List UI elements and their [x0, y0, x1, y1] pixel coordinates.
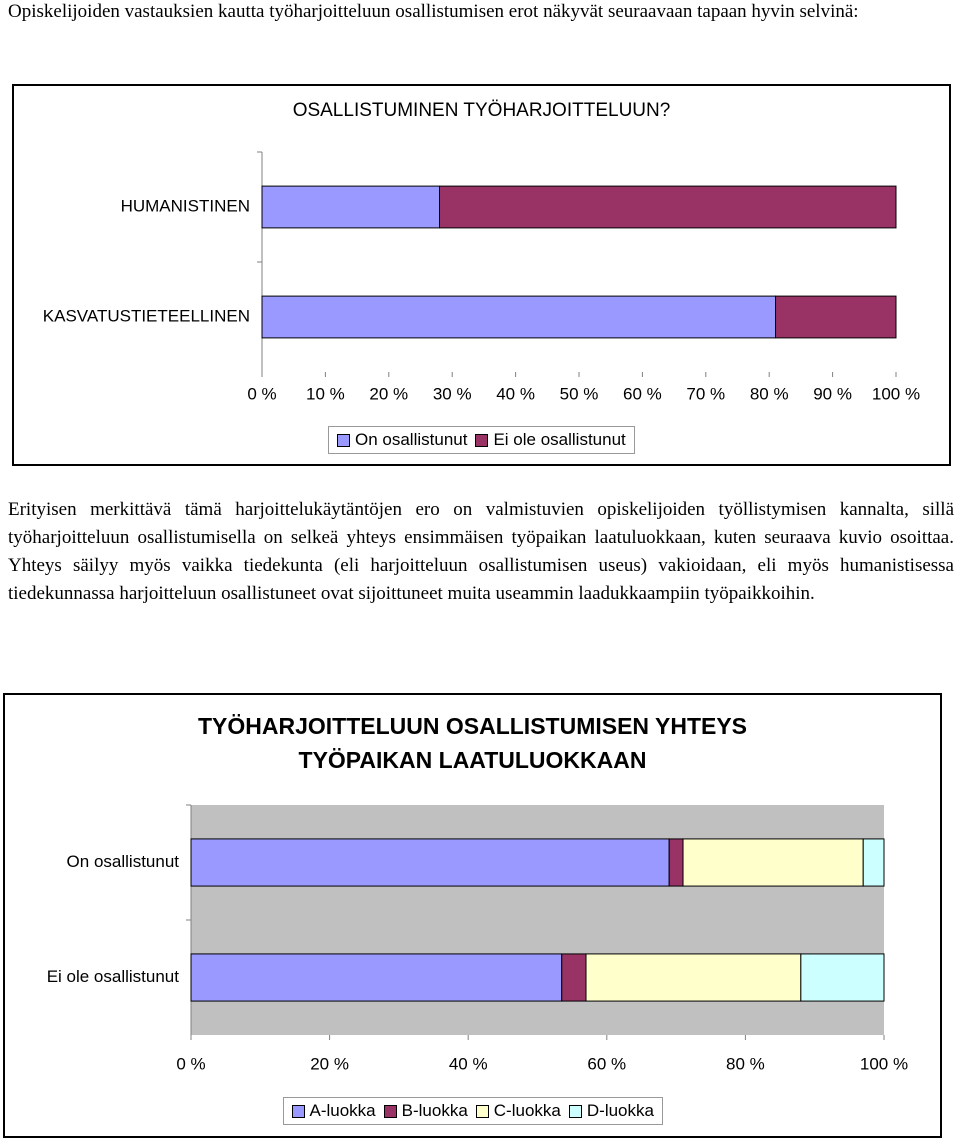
legend-swatch	[337, 433, 350, 447]
legend-label: Ei ole osallistunut	[493, 430, 626, 449]
paragraph: Erityisen merkittävä tämä harjoittelukäy…	[8, 499, 954, 604]
chart-title: TYÖHARJOITTELUUN OSALLISTUMISEN YHTEYS T…	[197, 713, 748, 773]
legend: On osallistunut Ei ole osallistunut	[328, 426, 635, 454]
legend-item: Ei ole osallistunut	[475, 430, 626, 450]
y-tick-label: On osallistunut	[67, 852, 180, 871]
chart: OSALLISTUMINEN TYÖHARJOITTELUUN? 0 % 10 %…	[12, 84, 951, 466]
x-tick-label: 20 %	[310, 1054, 349, 1073]
x-tick-label: 100 %	[872, 384, 920, 403]
legend-swatch	[475, 433, 489, 447]
legend-swatch	[475, 1104, 489, 1118]
plot: 0 % 20 % 40 % 60 % 80 % 100 % On osallistunut E…	[47, 804, 908, 1073]
x-tick-label: 100 %	[860, 1054, 908, 1073]
bar-segment	[190, 953, 563, 1002]
bar-segment	[261, 185, 441, 229]
bar-segment	[439, 185, 897, 229]
legend-label: C-luokka	[493, 1101, 561, 1120]
bar-segment	[800, 953, 885, 1002]
legend-item: B-luokka	[383, 1101, 468, 1121]
bar-segment	[561, 953, 587, 1002]
chart-title: OSALLISTUMINEN TYÖHARJOITTELUUN?	[292, 100, 671, 121]
legend-label: A-luokka	[309, 1101, 376, 1120]
x-tick-label: 80 %	[750, 384, 789, 403]
x-tick-label: 20 %	[369, 384, 408, 403]
y-tick-label: HUMANISTINEN	[121, 196, 250, 215]
x-tick-label: 60 %	[623, 384, 662, 403]
legend-swatch	[568, 1104, 582, 1118]
x-tick-label: 30 %	[433, 384, 472, 403]
y-tick-label: KASVATUSTIETEELLINEN	[43, 306, 250, 325]
legend: A-luokka B-luokka C-luokka D-luokka	[282, 1097, 663, 1125]
legend-item: C-luokka	[475, 1101, 561, 1121]
bar-segment	[668, 838, 684, 887]
legend-label: B-luokka	[401, 1101, 468, 1120]
bar-segment	[775, 295, 897, 339]
paragraph: Opiskelijoiden vastauksien kautta työhar…	[8, 1, 859, 22]
bar-segment	[585, 953, 802, 1002]
legend-item: D-luokka	[568, 1101, 654, 1121]
legend-item: On osallistunut	[337, 430, 467, 450]
chart: TYÖHARJOITTELUUN OSALLISTUMISEN YHTEYS T…	[3, 693, 942, 1138]
legend-swatch	[383, 1104, 397, 1118]
x-tick-label: 40 %	[496, 384, 535, 403]
x-tick-label: 0 %	[247, 384, 276, 403]
bar-segment	[261, 295, 777, 339]
y-tick-label: Ei ole osallistunut	[47, 967, 180, 986]
bar-segment	[862, 838, 885, 887]
x-tick-label: 80 %	[726, 1054, 765, 1073]
x-tick-label: 70 %	[686, 384, 725, 403]
x-tick-label: 0 %	[176, 1054, 205, 1073]
x-tick-label: 40 %	[449, 1054, 488, 1073]
plot: 0 % 10 % 20 % 30 % 40 % 50 % 60 % 70 % 80 % 90 % 1…	[43, 151, 920, 403]
plot-area	[262, 152, 896, 372]
x-tick-label: 10 %	[306, 384, 345, 403]
x-tick-label: 60 %	[587, 1054, 626, 1073]
x-tick-label: 90 %	[813, 384, 852, 403]
legend-swatch	[291, 1104, 305, 1118]
bar-segment	[682, 838, 864, 887]
legend-item: A-luokka	[291, 1101, 376, 1121]
x-tick-label: 50 %	[560, 384, 599, 403]
bar-segment	[190, 838, 670, 887]
legend-label: On osallistunut	[355, 430, 468, 449]
legend-label: D-luokka	[586, 1101, 654, 1120]
